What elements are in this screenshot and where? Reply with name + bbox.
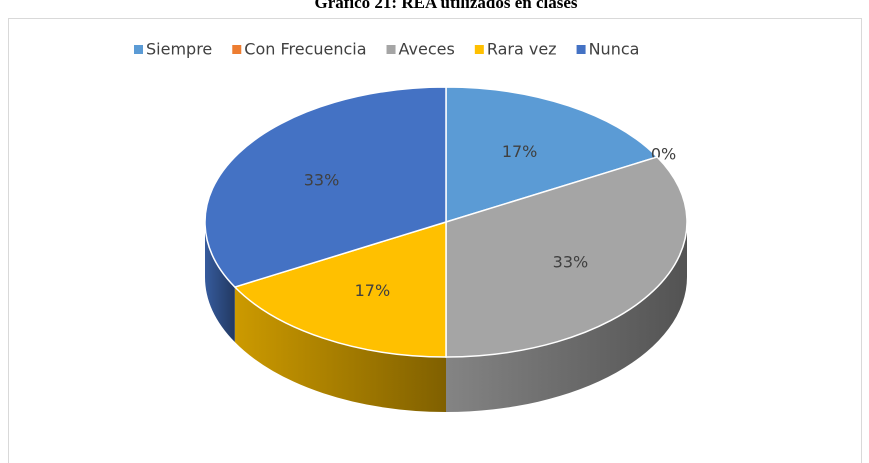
pie-slice <box>445 156 688 358</box>
legend-swatch <box>232 45 242 54</box>
legend-swatch <box>474 45 484 54</box>
chart-title: Gráfico 21: REA utilizados en clases <box>314 0 577 12</box>
legend-label: Rara vez <box>487 40 557 59</box>
data-label: 17% <box>355 281 391 300</box>
data-label: 33% <box>304 170 340 189</box>
pie-slice <box>204 86 447 288</box>
data-label: 17% <box>502 142 538 161</box>
pie-slice <box>445 86 659 224</box>
legend-swatch <box>386 45 396 54</box>
pie-sides <box>205 222 687 412</box>
pie-side <box>205 222 235 343</box>
legend-label: Aveces <box>399 40 455 59</box>
legend-swatch <box>134 45 143 54</box>
pie-side <box>446 222 687 412</box>
pie-side <box>234 287 446 412</box>
legend-label: Siempre <box>146 40 212 59</box>
legend-label: Con Frecuencia <box>244 40 366 59</box>
legend-label: Nunca <box>589 40 640 59</box>
pie-slice <box>233 220 447 358</box>
legend-swatch <box>576 45 586 54</box>
data-label: 33% <box>553 253 589 272</box>
